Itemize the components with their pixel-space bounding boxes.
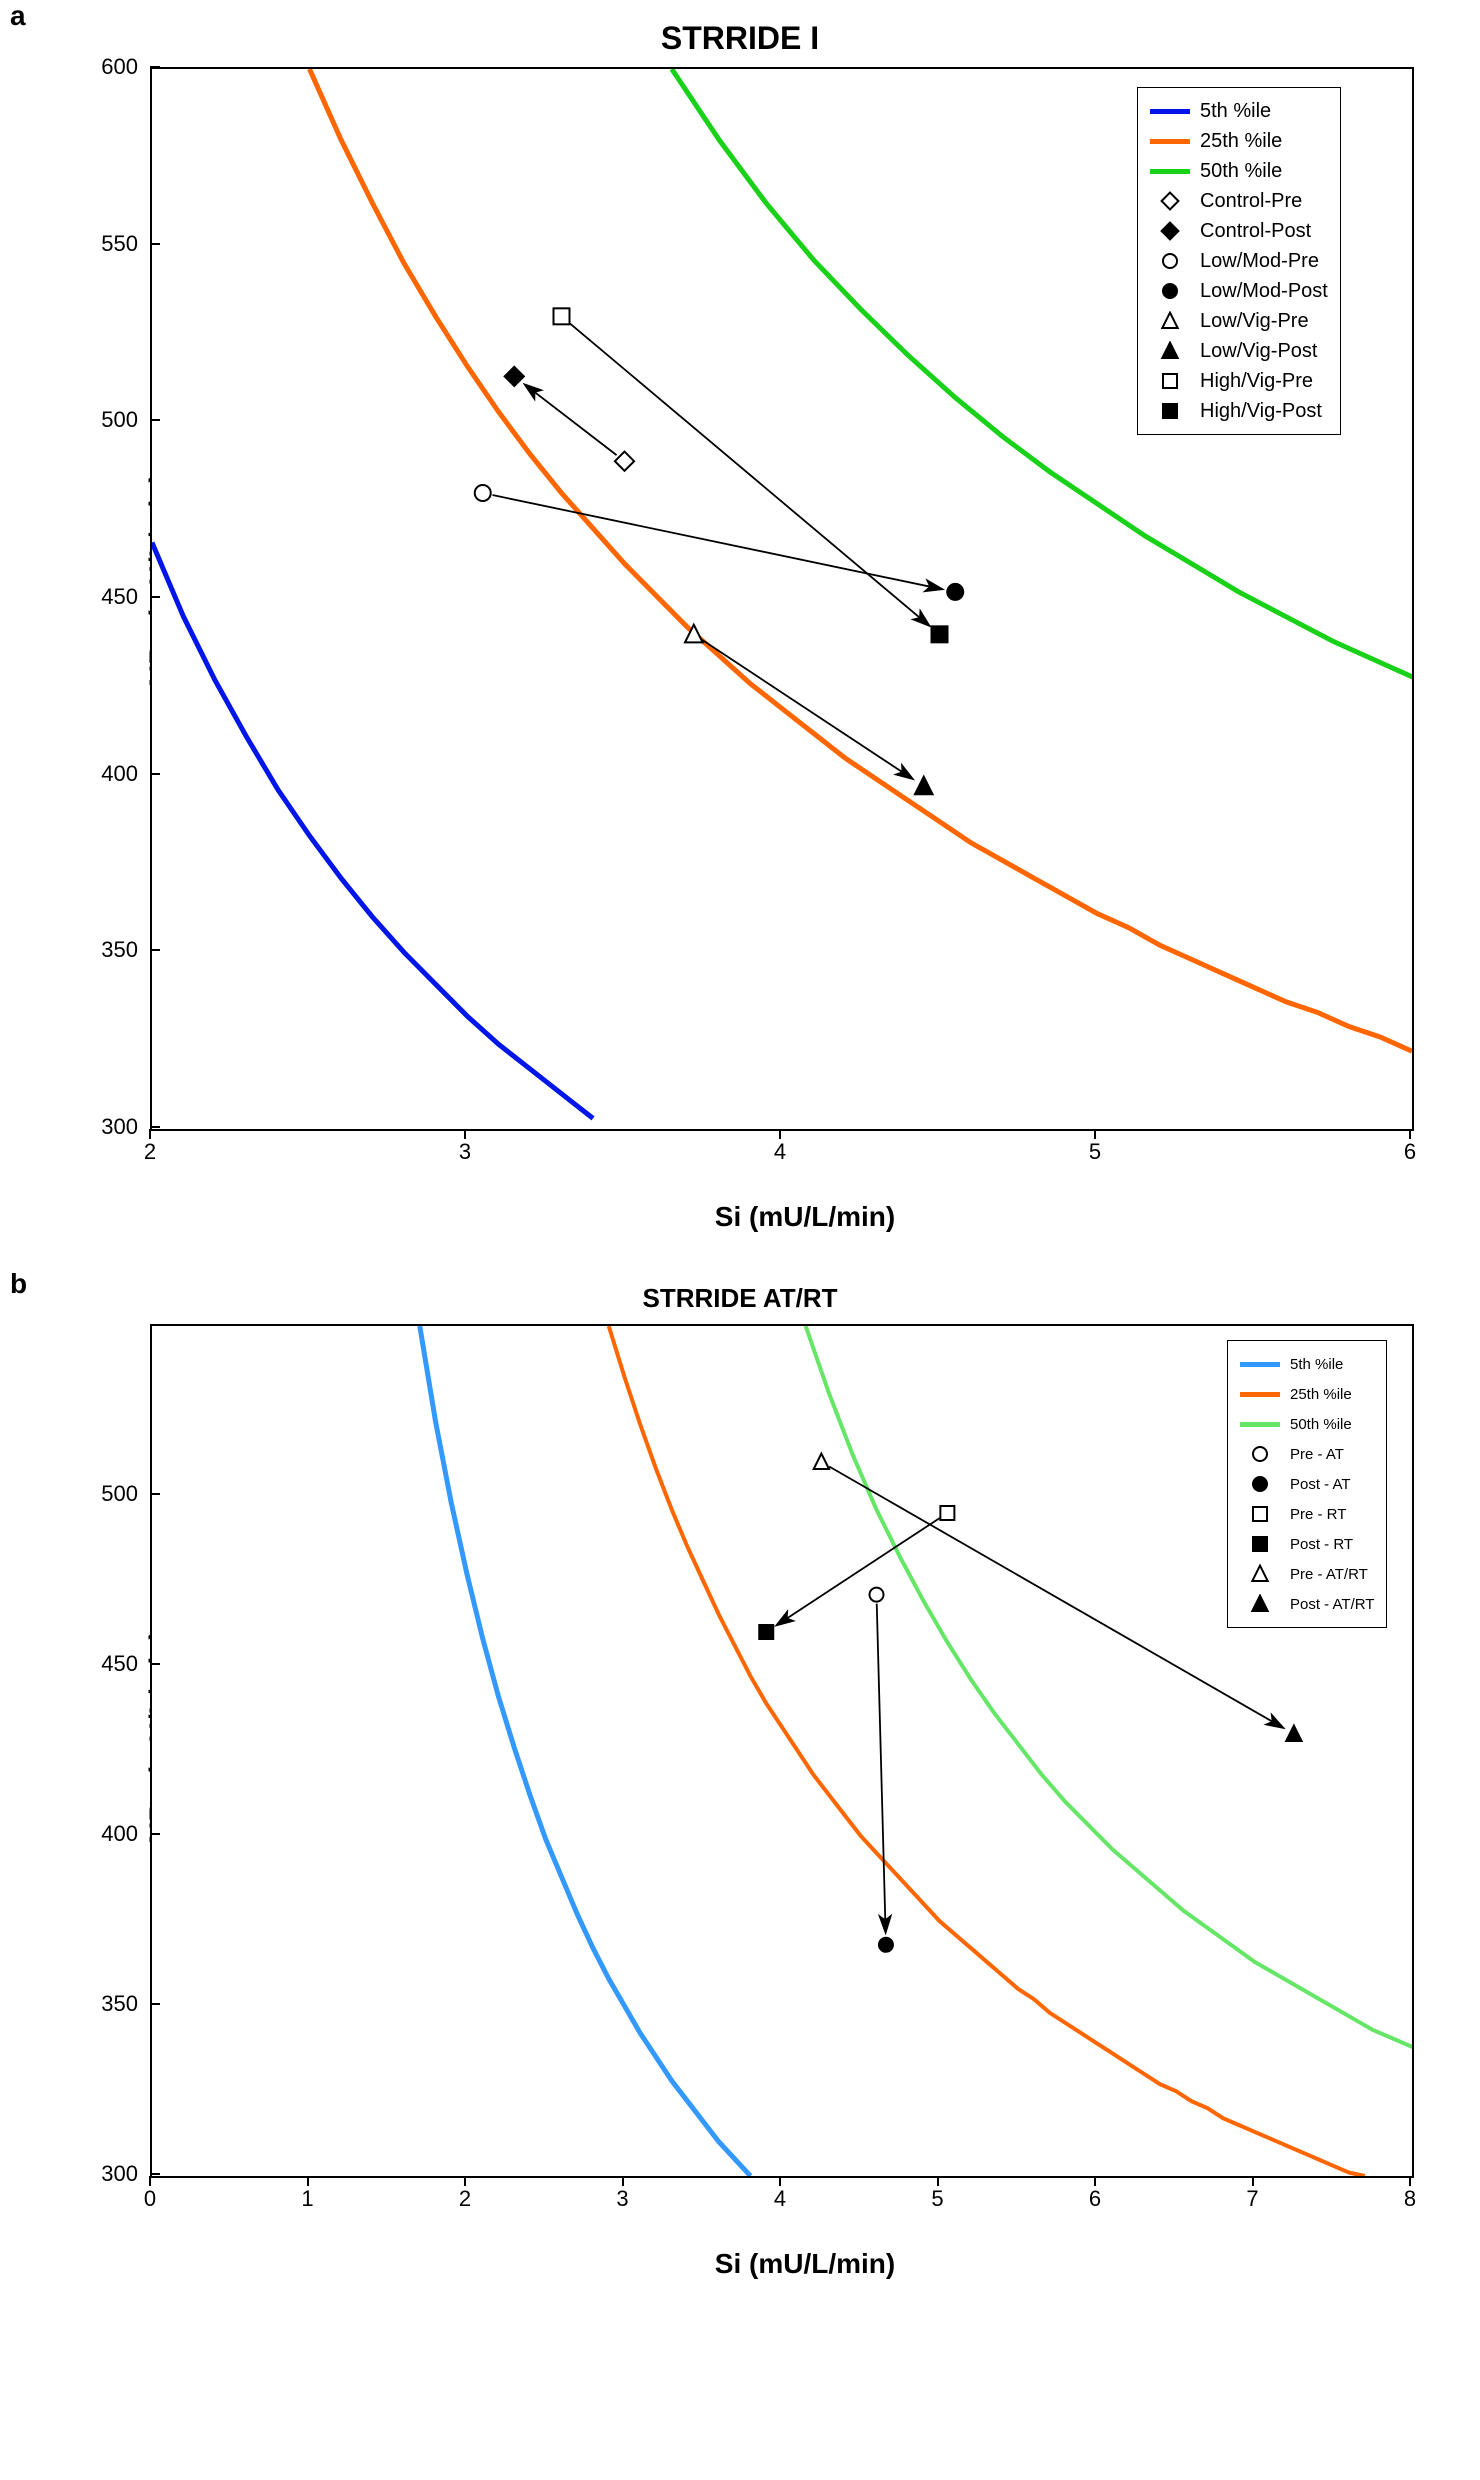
figure: a STRRIDE I AIRg (mU/L/min) 5th %ile25th… [20,20,1460,2280]
panel-a-plot: 5th %ile 25th %ile 50th %ile Control-Pre Con… [150,67,1414,1131]
x-tick: 7 [1246,2186,1258,2212]
x-tick: 6 [1404,1139,1416,1165]
panel-b-plot: 5th %ile 25th %ile 50th %ile Pre - AT Post -… [150,1324,1414,2178]
legend-label: Post - RT [1290,1536,1353,1553]
legend-item: 25th %ile [1240,1379,1374,1409]
y-tick: 450 [78,584,138,610]
panel-b-label: b [10,1268,27,1300]
panel-a-chart-wrap: AIRg (mU/L/min) 5th %ile25th %ile50th %i… [150,67,1460,1233]
x-tick: 1 [301,2186,313,2212]
legend-label: Low/Mod-Pre [1200,250,1319,273]
legend-item: Control-Post [1150,216,1328,246]
legend-item: High/Vig-Pre [1150,366,1328,396]
x-tick: 2 [459,2186,471,2212]
legend-label: Low/Vig-Pre [1200,310,1309,333]
y-tick: 300 [78,2161,138,2187]
legend-item: Low/Vig-Post [1150,336,1328,366]
legend-label: Control-Post [1200,220,1311,243]
legend-item: 50th %ile [1240,1409,1374,1439]
panel-b-yticks: 300350400450500 [80,1324,150,2174]
legend-item: Post - AT/RT [1240,1589,1374,1619]
legend-label: 25th %ile [1200,130,1282,153]
legend-item: 5th %ile [1240,1349,1374,1379]
legend-label: Control-Pre [1200,190,1302,213]
legend-item: Low/Mod-Post [1150,276,1328,306]
legend-item: Post - AT [1240,1469,1374,1499]
y-tick: 600 [78,54,138,80]
panel-b-title: STRRIDE AT/RT [20,1283,1460,1314]
panel-a-title: STRRIDE I [20,20,1460,57]
legend-label: Post - AT/RT [1290,1596,1374,1613]
panel-a-yticks: 300350400450500550600 [80,67,150,1127]
y-tick: 300 [78,1114,138,1140]
legend-label: 5th %ile [1200,100,1271,123]
y-tick: 500 [78,1481,138,1507]
legend-label: 25th %ile [1290,1386,1352,1403]
x-tick: 2 [144,1139,156,1165]
y-tick: 350 [78,937,138,963]
legend-label: High/Vig-Pre [1200,370,1313,393]
panel-a-label: a [10,0,26,32]
panel-b-xticks: 012345678 [150,2178,1410,2208]
y-tick: 350 [78,1991,138,2017]
legend-item: 50th %ile [1150,156,1328,186]
legend-item: High/Vig-Post [1150,396,1328,426]
x-tick: 6 [1089,2186,1101,2212]
x-tick: 3 [459,1139,471,1165]
panel-b-xlabel: Si (mU/L/min) [150,2248,1460,2280]
x-tick: 0 [144,2186,156,2212]
legend-item: Pre - AT [1240,1439,1374,1469]
y-tick: 450 [78,1651,138,1677]
legend-label: 50th %ile [1200,160,1282,183]
panel-a: a STRRIDE I AIRg (mU/L/min) 5th %ile25th… [20,20,1460,1233]
legend-label: Post - AT [1290,1476,1351,1493]
panel-b: b STRRIDE AT/RT AIRg (mU/L/min) 5th %ile… [20,1283,1460,2280]
y-tick: 400 [78,1821,138,1847]
x-tick: 4 [774,2186,786,2212]
legend-item: Control-Pre [1150,186,1328,216]
legend-label: Low/Vig-Post [1200,340,1317,363]
panel-a-xlabel: Si (mU/L/min) [150,1201,1460,1233]
legend-item: Low/Vig-Pre [1150,306,1328,336]
legend-label: Low/Mod-Post [1200,280,1328,303]
panel-a-xticks: 23456 [150,1131,1410,1161]
legend-label: Pre - AT [1290,1446,1344,1463]
panel-a-legend: 5th %ile 25th %ile 50th %ile Control-Pre Con… [1137,87,1341,435]
x-tick: 3 [616,2186,628,2212]
legend-item: Low/Mod-Pre [1150,246,1328,276]
panel-b-legend: 5th %ile 25th %ile 50th %ile Pre - AT Post -… [1227,1340,1387,1628]
panel-b-chart-wrap: AIRg (mU/L/min) 5th %ile25th %ile50th %i… [150,1324,1460,2280]
legend-item: Pre - RT [1240,1499,1374,1529]
legend-item: 5th %ile [1150,96,1328,126]
y-tick: 500 [78,407,138,433]
x-tick: 5 [931,2186,943,2212]
legend-item: Pre - AT/RT [1240,1559,1374,1589]
panel-b-svg [152,1326,1412,2176]
legend-label: 50th %ile [1290,1416,1352,1433]
legend-label: High/Vig-Post [1200,400,1322,423]
x-tick: 5 [1089,1139,1101,1165]
y-tick: 400 [78,761,138,787]
legend-label: 5th %ile [1290,1356,1343,1373]
y-tick: 550 [78,231,138,257]
legend-label: Pre - RT [1290,1506,1346,1523]
legend-item: Post - RT [1240,1529,1374,1559]
x-tick: 4 [774,1139,786,1165]
legend-item: 25th %ile [1150,126,1328,156]
x-tick: 8 [1404,2186,1416,2212]
legend-label: Pre - AT/RT [1290,1566,1368,1583]
